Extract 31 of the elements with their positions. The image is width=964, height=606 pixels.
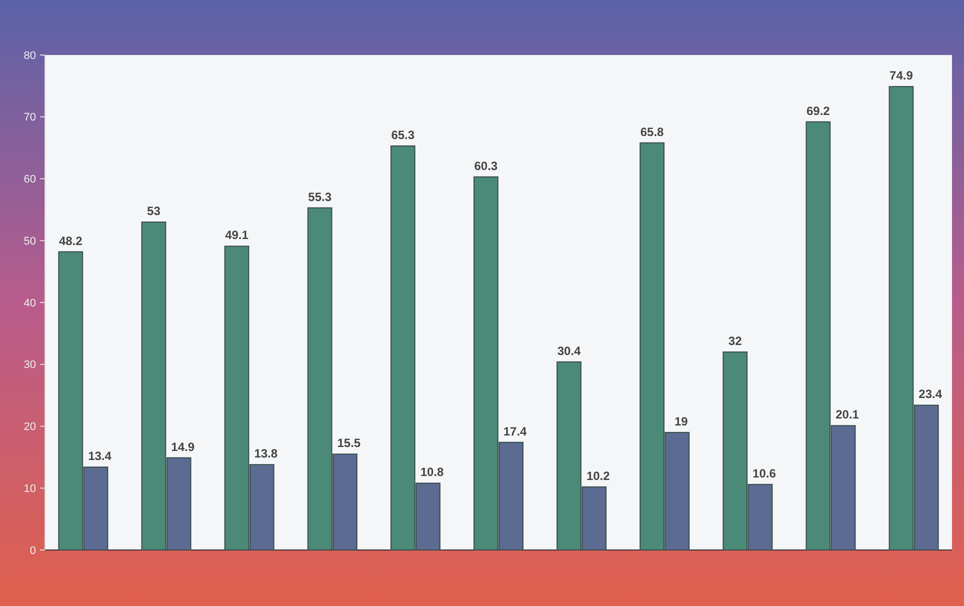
data-label: 17.4	[503, 424, 528, 438]
data-label: 10.6	[752, 466, 776, 480]
y-tick-label: 0	[30, 544, 36, 557]
y-tick-label: 30	[24, 359, 36, 372]
data-label: 19	[674, 414, 688, 428]
data-label: 13.4	[88, 449, 112, 464]
data-label: 69.2	[806, 104, 830, 118]
y-tick-label: 20	[24, 421, 36, 434]
data-label: 60.3	[474, 158, 498, 173]
data-label: 49.1	[225, 228, 249, 242]
data-label: 65.3	[391, 128, 415, 142]
y-tick-label: 70	[24, 112, 36, 124]
data-label: 13.8	[254, 446, 278, 461]
y-tick-label: 10	[24, 482, 36, 495]
data-label: 74.9	[890, 68, 914, 83]
data-label: 32	[728, 334, 742, 348]
data-label: 14.9	[171, 440, 195, 454]
data-label: 10.2	[586, 468, 610, 483]
data-label: 30.4	[557, 344, 581, 358]
data-label: 10.8	[420, 465, 444, 480]
data-label: 48.2	[58, 234, 83, 248]
data-label: 20.1	[836, 408, 860, 422]
data-label: 53	[147, 204, 161, 218]
y-tick-label: 40	[24, 297, 36, 310]
y-tick-label: 80	[24, 50, 36, 62]
y-tick-label: 50	[24, 235, 36, 248]
data-label: 55.3	[308, 190, 332, 204]
data-label: 65.8	[640, 124, 664, 139]
data-label: 15.5	[337, 436, 361, 450]
y-tick-label: 60	[24, 174, 36, 186]
data-label: 23.4	[918, 387, 942, 402]
